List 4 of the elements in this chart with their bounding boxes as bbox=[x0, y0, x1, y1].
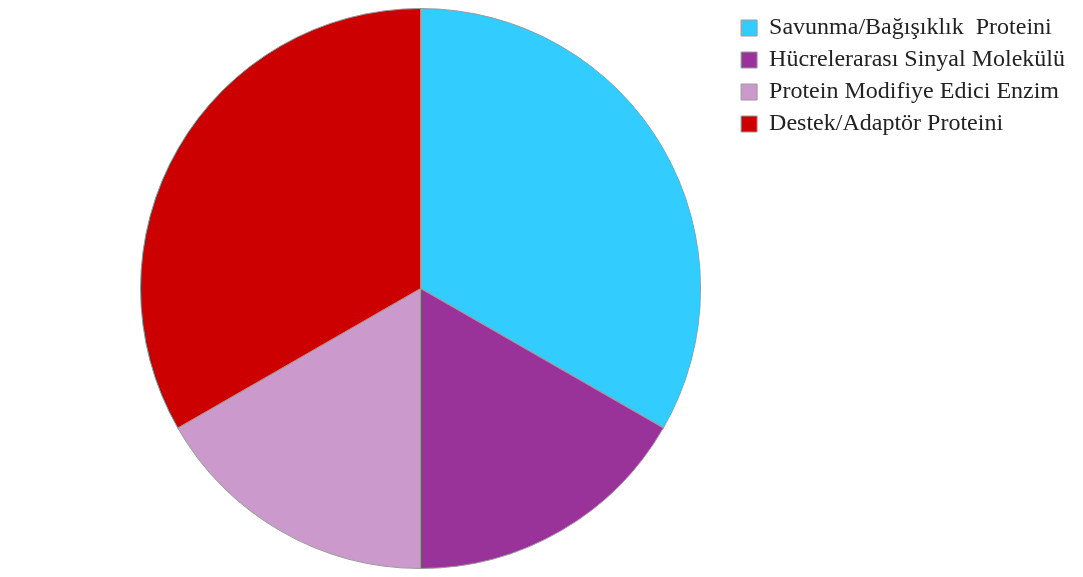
legend-label: Protein Modifiye Edici Enzim bbox=[769, 77, 1060, 104]
legend-label: Destek/Adaptör Proteini bbox=[769, 109, 1004, 136]
legend-label: Savunma/Bağışıklık Proteini bbox=[769, 13, 1053, 40]
legend-label: Hücrelerarası Sinyal Molekülü bbox=[769, 45, 1066, 72]
